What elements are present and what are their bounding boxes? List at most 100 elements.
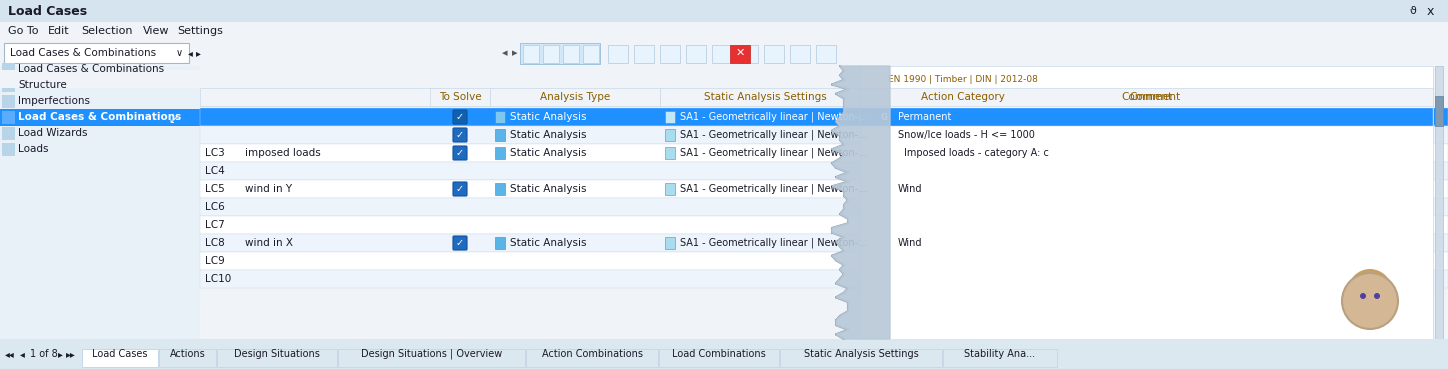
Circle shape bbox=[1374, 293, 1380, 299]
Text: ∨: ∨ bbox=[177, 48, 182, 58]
Text: SA1 - Geometrically linear | Newton-...: SA1 - Geometrically linear | Newton-... bbox=[681, 184, 867, 194]
Text: ↙: ↙ bbox=[168, 115, 177, 125]
Text: View: View bbox=[143, 26, 169, 36]
FancyBboxPatch shape bbox=[200, 126, 1448, 144]
Text: Load Cases & Combinations: Load Cases & Combinations bbox=[17, 64, 164, 74]
Text: ✓: ✓ bbox=[456, 130, 463, 140]
Text: Static Analysis: Static Analysis bbox=[510, 130, 586, 140]
FancyBboxPatch shape bbox=[4, 43, 190, 63]
Text: Selection: Selection bbox=[81, 26, 133, 36]
Text: Load Cases & Combinations: Load Cases & Combinations bbox=[17, 112, 181, 122]
Text: Static Analysis: Static Analysis bbox=[510, 112, 586, 122]
Text: Stability Ana...: Stability Ana... bbox=[964, 349, 1035, 359]
Text: Design Situations | Overview: Design Situations | Overview bbox=[361, 349, 502, 359]
FancyBboxPatch shape bbox=[665, 147, 675, 159]
FancyBboxPatch shape bbox=[634, 45, 654, 63]
FancyBboxPatch shape bbox=[200, 144, 1448, 162]
Text: Static Analysis: Static Analysis bbox=[510, 184, 586, 194]
Text: ◂: ◂ bbox=[502, 48, 508, 58]
FancyBboxPatch shape bbox=[1, 143, 14, 156]
FancyBboxPatch shape bbox=[489, 88, 660, 106]
Text: Settings: Settings bbox=[177, 26, 223, 36]
FancyBboxPatch shape bbox=[520, 43, 599, 64]
Text: x: x bbox=[1426, 4, 1434, 17]
Text: Comment: Comment bbox=[1121, 92, 1171, 102]
Text: Comment: Comment bbox=[1129, 92, 1180, 102]
Text: ▸: ▸ bbox=[195, 48, 201, 58]
FancyBboxPatch shape bbox=[200, 162, 1448, 180]
Circle shape bbox=[1348, 269, 1392, 313]
FancyBboxPatch shape bbox=[1, 127, 14, 140]
FancyBboxPatch shape bbox=[200, 198, 1448, 216]
FancyBboxPatch shape bbox=[200, 216, 1448, 234]
Circle shape bbox=[1360, 293, 1365, 299]
FancyBboxPatch shape bbox=[1, 111, 14, 124]
FancyBboxPatch shape bbox=[453, 182, 468, 196]
FancyBboxPatch shape bbox=[0, 0, 1448, 22]
FancyBboxPatch shape bbox=[665, 183, 675, 195]
Text: Actions: Actions bbox=[169, 349, 206, 359]
FancyBboxPatch shape bbox=[860, 88, 1434, 106]
FancyBboxPatch shape bbox=[608, 45, 628, 63]
FancyBboxPatch shape bbox=[337, 349, 526, 367]
FancyBboxPatch shape bbox=[944, 349, 1057, 367]
FancyBboxPatch shape bbox=[860, 66, 1434, 339]
Text: ϑ: ϑ bbox=[1409, 6, 1416, 16]
Text: ✓: ✓ bbox=[456, 238, 463, 248]
FancyBboxPatch shape bbox=[0, 109, 200, 126]
Text: Load Cases: Load Cases bbox=[9, 4, 87, 17]
Polygon shape bbox=[833, 66, 891, 339]
Text: LC6: LC6 bbox=[206, 202, 224, 212]
Text: SA1 - Geometrically linear | Newton-...: SA1 - Geometrically linear | Newton-... bbox=[681, 148, 867, 158]
FancyBboxPatch shape bbox=[453, 128, 468, 142]
FancyBboxPatch shape bbox=[738, 45, 757, 63]
FancyBboxPatch shape bbox=[200, 88, 1448, 106]
FancyBboxPatch shape bbox=[495, 183, 505, 195]
Text: Imperfections: Imperfections bbox=[17, 96, 90, 106]
FancyBboxPatch shape bbox=[495, 129, 505, 141]
Text: Snow/Ice loads - H <= 1000: Snow/Ice loads - H <= 1000 bbox=[898, 130, 1035, 140]
FancyBboxPatch shape bbox=[730, 45, 750, 63]
FancyBboxPatch shape bbox=[453, 236, 468, 250]
FancyBboxPatch shape bbox=[875, 129, 893, 141]
FancyBboxPatch shape bbox=[453, 146, 468, 160]
FancyBboxPatch shape bbox=[0, 339, 1448, 369]
Text: Qs: Qs bbox=[877, 131, 891, 139]
FancyBboxPatch shape bbox=[584, 45, 599, 63]
Text: To Solve: To Solve bbox=[439, 92, 481, 102]
FancyBboxPatch shape bbox=[200, 108, 1448, 126]
Text: ✓: ✓ bbox=[456, 112, 463, 122]
Text: ✓: ✓ bbox=[456, 148, 463, 158]
Text: Imposed loads - category A: c: Imposed loads - category A: c bbox=[904, 148, 1048, 158]
Text: LC5: LC5 bbox=[206, 184, 224, 194]
Text: Qw: Qw bbox=[876, 238, 892, 248]
FancyBboxPatch shape bbox=[665, 111, 675, 123]
Text: G: G bbox=[880, 113, 888, 121]
FancyBboxPatch shape bbox=[200, 234, 1448, 252]
Text: QIA: QIA bbox=[879, 148, 895, 158]
Text: LC7: LC7 bbox=[206, 220, 224, 230]
FancyBboxPatch shape bbox=[875, 111, 893, 123]
FancyBboxPatch shape bbox=[543, 45, 559, 63]
FancyBboxPatch shape bbox=[495, 237, 505, 249]
FancyBboxPatch shape bbox=[0, 70, 1448, 88]
FancyBboxPatch shape bbox=[200, 180, 1448, 198]
Text: Design Situations: Design Situations bbox=[235, 349, 320, 359]
FancyBboxPatch shape bbox=[712, 45, 733, 63]
FancyBboxPatch shape bbox=[0, 22, 1448, 40]
Text: Static Analysis: Static Analysis bbox=[510, 238, 586, 248]
FancyBboxPatch shape bbox=[217, 349, 337, 367]
FancyBboxPatch shape bbox=[527, 349, 659, 367]
Text: Wind: Wind bbox=[898, 184, 922, 194]
FancyBboxPatch shape bbox=[860, 108, 1434, 126]
Text: imposed loads: imposed loads bbox=[245, 148, 321, 158]
Text: ▸: ▸ bbox=[58, 349, 62, 359]
FancyBboxPatch shape bbox=[660, 45, 681, 63]
FancyBboxPatch shape bbox=[875, 147, 899, 159]
Text: Wind: Wind bbox=[898, 238, 922, 248]
FancyBboxPatch shape bbox=[875, 183, 893, 195]
Text: Action Category: Action Category bbox=[921, 92, 1005, 102]
FancyBboxPatch shape bbox=[523, 45, 539, 63]
FancyBboxPatch shape bbox=[1, 95, 14, 108]
Text: EN 1990 | Timber | DIN | 2012-08: EN 1990 | Timber | DIN | 2012-08 bbox=[888, 75, 1037, 83]
